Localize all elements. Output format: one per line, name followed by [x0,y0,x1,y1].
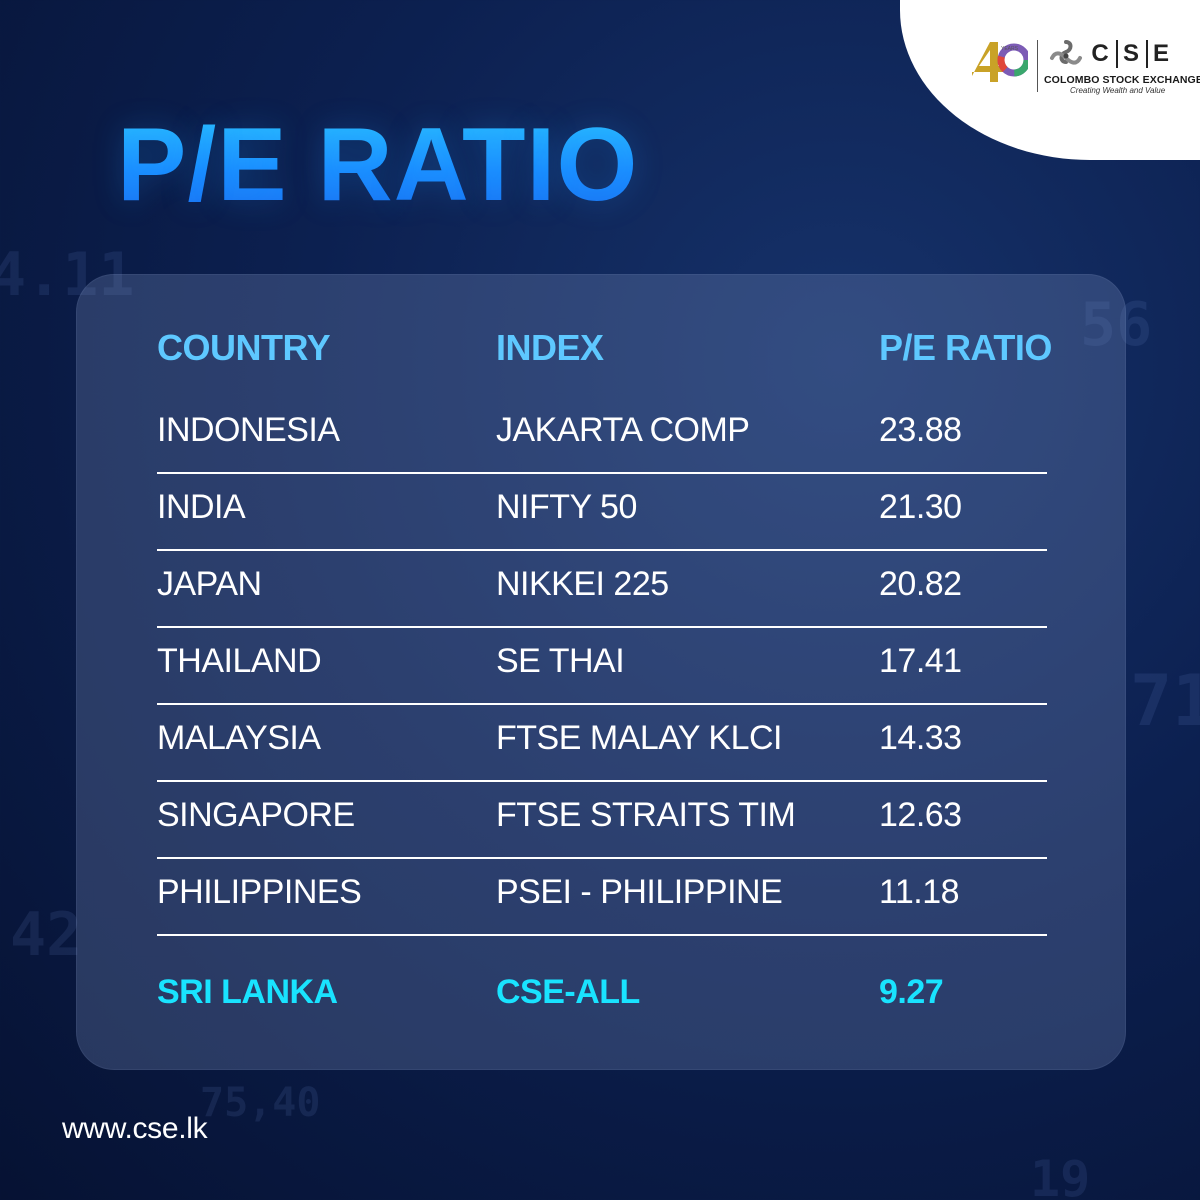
cell-country: INDIA [157,488,246,526]
table-row: PHILIPPINES PSEI - PHILIPPINE 11.18 [77,859,1125,936]
cell-index: NIKKEI 225 [496,565,669,603]
logo-tagline: Creating Wealth and Value [1070,86,1166,95]
header-pe-ratio: P/E RATIO [879,327,1052,368]
row-divider [157,703,1047,705]
cell-pe: 12.63 [879,796,962,834]
row-divider [157,626,1047,628]
row-divider [157,549,1047,551]
logo-divider [1037,40,1038,92]
cell-index: NIFTY 50 [496,488,637,526]
cell-pe: 21.30 [879,488,962,526]
cell-index: FTSE STRAITS TIM [496,796,796,834]
cell-pe: 9.27 [879,973,944,1011]
table-row: SINGAPORE FTSE STRAITS TIM 12.63 [77,782,1125,859]
cell-country: THAILAND [157,642,322,680]
cell-country: JAPAN [157,565,262,603]
cell-pe: 20.82 [879,565,962,603]
page-title: P/E RATIO [117,107,639,223]
row-divider [157,780,1047,782]
background-decoration: 71 [1130,660,1200,742]
cell-index: FTSE MALAY KLCI [496,719,783,757]
background-decoration: 42 [10,900,83,970]
logo-name: COLOMBO STOCK EXCHANGE [1044,74,1200,86]
pe-ratio-table: COUNTRY INDEX P/E RATIO INDONESIA JAKART… [76,274,1126,1070]
cse-emblem-icon [1050,40,1082,65]
header-index: INDEX [496,327,604,368]
background-decoration: 19 [1030,1150,1091,1200]
row-divider [157,857,1047,859]
logo-letter: S [1116,40,1144,68]
row-divider [157,934,1047,936]
cell-country: PHILIPPINES [157,873,362,911]
cse-wordmark: C S E [1086,40,1174,68]
cell-country: MALAYSIA [157,719,321,757]
background-decoration: 75,40 [200,1080,321,1126]
table-row: INDIA NIFTY 50 21.30 [77,474,1125,551]
table-row: MALAYSIA FTSE MALAY KLCI 14.33 [77,705,1125,782]
cell-index: CSE-ALL [496,973,640,1011]
row-divider [157,472,1047,474]
logo-letter: E [1146,40,1174,68]
cell-pe: 17.41 [879,642,962,680]
svg-text:YEARS: YEARS [1001,46,1019,52]
cell-index: JAKARTA COMP [496,411,750,449]
cell-pe: 11.18 [879,873,960,911]
logo-letter: C [1091,40,1109,67]
cell-index: PSEI - PHILIPPINE [496,873,783,911]
highlight-row: SRI LANKA CSE-ALL 9.27 [77,959,1125,1036]
table-row: JAPAN NIKKEI 225 20.82 [77,551,1125,628]
header-country: COUNTRY [157,327,331,368]
logo-panel: YEARS C S E COLOMBO STOCK EXCHANGE Creat… [900,0,1200,160]
anniversary-40-years-logo: YEARS [972,42,1028,82]
cell-country: SRI LANKA [157,973,338,1011]
cell-country: SINGAPORE [157,796,355,834]
table-row: INDONESIA JAKARTA COMP 23.88 [77,397,1125,474]
cell-index: SE THAI [496,642,625,680]
website-link[interactable]: www.cse.lk [62,1112,208,1145]
cell-pe: 23.88 [879,411,962,449]
cell-pe: 14.33 [879,719,962,757]
table-row: THAILAND SE THAI 17.41 [77,628,1125,705]
cell-country: INDONESIA [157,411,340,449]
